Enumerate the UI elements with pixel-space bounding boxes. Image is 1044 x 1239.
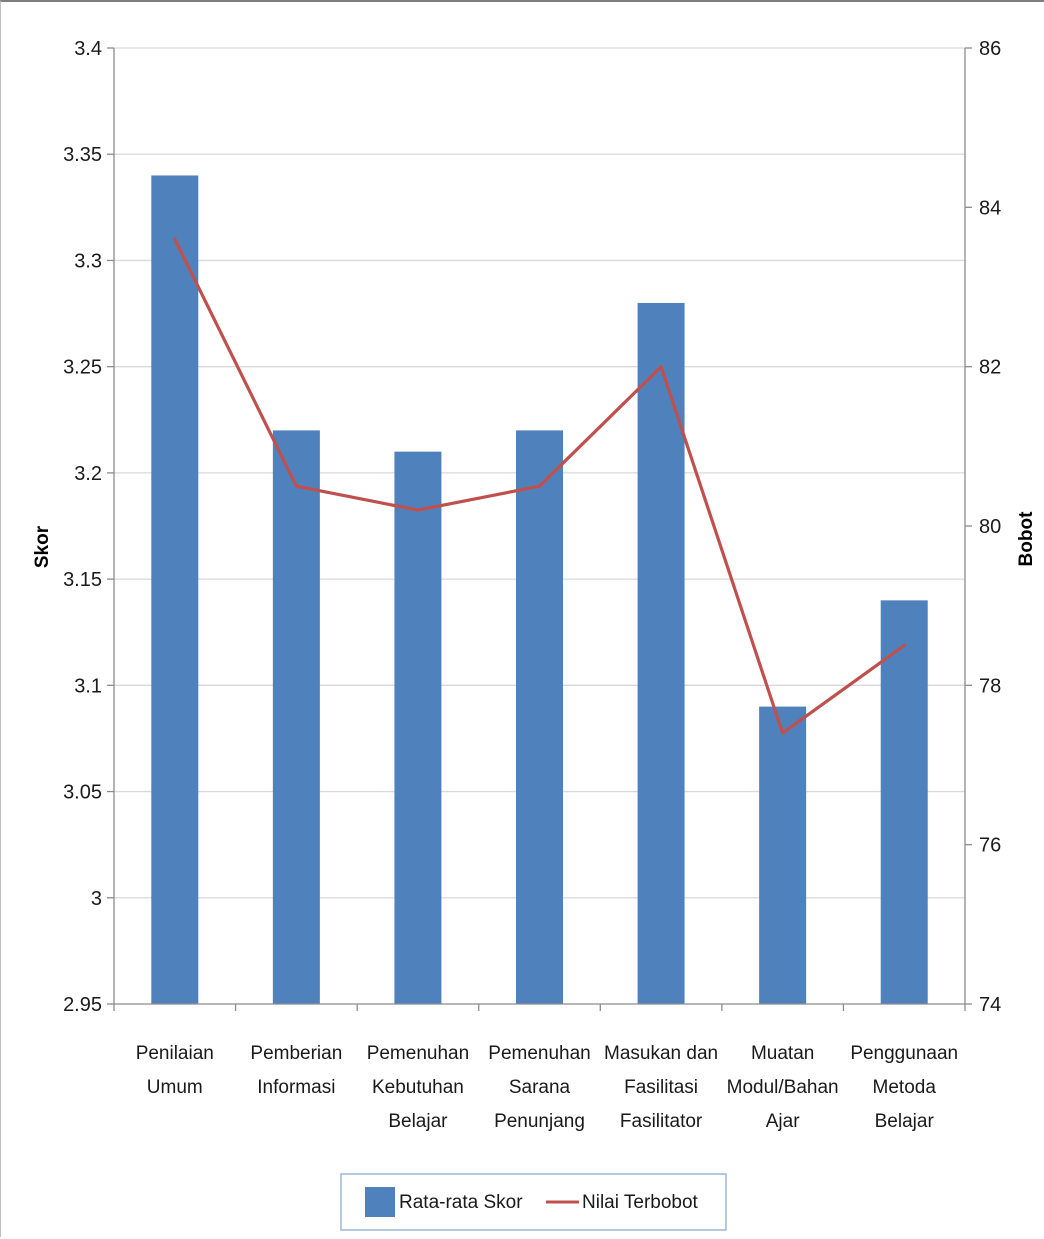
left-tick-label: 3.15 — [63, 569, 102, 591]
left-tick-label: 3.1 — [74, 675, 102, 697]
legend-label-line: Nilai Terbobot — [582, 1192, 699, 1213]
left-tick-label: 3.2 — [74, 463, 102, 485]
left-tick-label: 3.4 — [74, 38, 102, 60]
left-axis-ticks: 3.4 3.35 3.3 3.25 3.2 3.15 3.1 3.05 3 2.95 — [63, 38, 102, 1016]
legend-box — [340, 1173, 727, 1231]
line-point — [902, 643, 906, 648]
line-point — [781, 731, 785, 735]
bar — [759, 706, 807, 1004]
bar — [272, 430, 320, 1004]
category-label: Penggunaan Metoda Belajar — [850, 1043, 958, 1132]
right-tick-label: 74 — [979, 994, 1001, 1016]
line-point — [537, 484, 542, 488]
right-tick-label: 82 — [979, 357, 1001, 379]
category-label: Muatan Modul/Bahan Ajar — [727, 1043, 839, 1132]
line-point — [659, 365, 663, 369]
bar — [394, 451, 442, 1005]
bar — [880, 600, 928, 1004]
left-tick-label: 3.3 — [74, 250, 102, 272]
left-axis-title: Skor — [32, 525, 53, 568]
right-tick-label: 76 — [979, 835, 1001, 857]
left-tick-label: 3.25 — [63, 357, 102, 379]
left-tick-label: 3.35 — [63, 144, 102, 166]
right-tick-label: 78 — [979, 675, 1001, 697]
left-tick-label: 3 — [91, 888, 102, 910]
bar — [151, 175, 199, 1004]
axes — [107, 47, 972, 1011]
left-tick-label: 3.05 — [63, 782, 102, 804]
right-axis-ticks: 86 84 82 80 78 76 74 — [979, 38, 1001, 1016]
legend-label-bar: Rata-rata Skor — [399, 1192, 523, 1213]
bar — [637, 302, 685, 1004]
legend: Rata-rata Skor Nilai Terbobot — [340, 1173, 727, 1231]
category-label: Pemenuhan Kebutuhan Belajar — [367, 1043, 469, 1132]
category-label: Pemenuhan Sarana Penunjang — [488, 1043, 590, 1132]
category-label: Pemberian Informasi — [250, 1043, 342, 1098]
bar — [516, 430, 563, 1004]
category-label: Penilaian Umum — [136, 1043, 214, 1098]
line-point — [294, 484, 298, 488]
right-tick-label: 84 — [979, 197, 1001, 219]
legend-swatch-bar — [365, 1187, 395, 1217]
line-series — [173, 237, 906, 735]
right-axis-title: Bobot — [1016, 511, 1037, 567]
bar-series — [151, 175, 928, 1005]
right-tick-label: 86 — [979, 38, 1001, 60]
category-label: Masukan dan Fasilitasi Fasilitator — [604, 1043, 718, 1132]
left-tick-label: 2.95 — [63, 994, 102, 1016]
right-tick-label: 80 — [979, 516, 1001, 538]
category-labels: Penilaian Umum Pemberian Informasi Pemenuhan… — [136, 1043, 958, 1132]
line-point — [416, 508, 420, 512]
line-point — [173, 237, 177, 241]
